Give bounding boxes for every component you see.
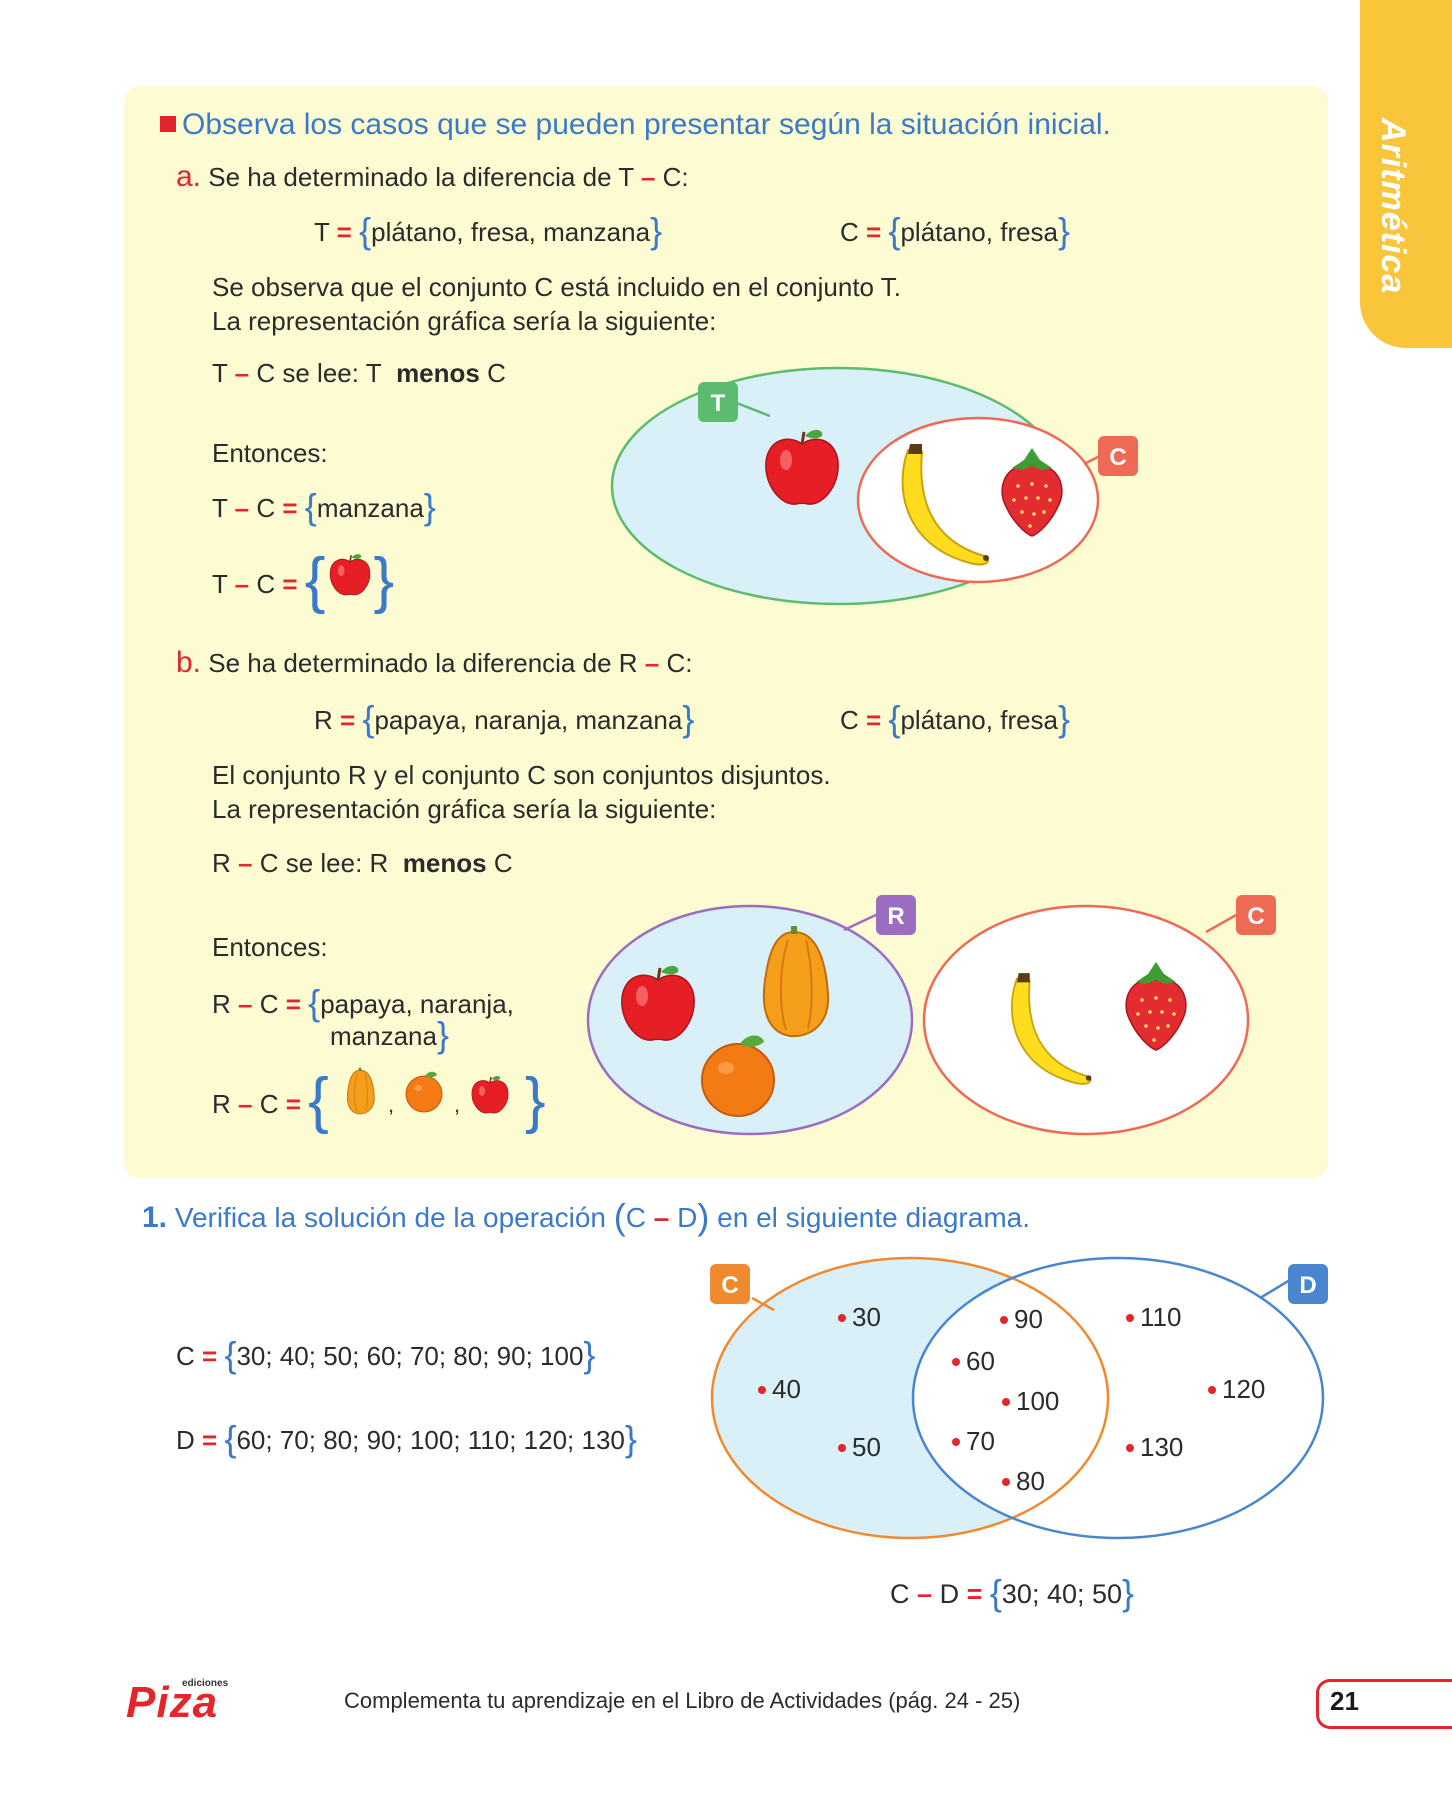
case-b-result-picture: R – C = {} bbox=[212, 1066, 546, 1135]
venn-element-40: 40 bbox=[772, 1374, 801, 1404]
case-a-result-picture: T – C = {} bbox=[212, 546, 395, 615]
diagram-label-r: R bbox=[887, 903, 904, 930]
case-b-observation-2: La representación gráfica sería la sigui… bbox=[212, 794, 717, 824]
venn-dot bbox=[758, 1386, 766, 1394]
venn-element-80: 80 bbox=[1016, 1466, 1045, 1496]
venn-element-100: 100 bbox=[1016, 1386, 1059, 1416]
side-tab-label: Aritmética bbox=[1374, 118, 1412, 295]
venn-dot bbox=[1126, 1314, 1134, 1322]
exercise-set-d: D = {60; 70; 80; 90; 100; 110; 120; 130} bbox=[176, 1418, 637, 1459]
venn-dot bbox=[952, 1438, 960, 1446]
venn-dot bbox=[1000, 1316, 1008, 1324]
venn-dot bbox=[1126, 1444, 1134, 1452]
exercise-result: C – D = {30; 40; 50} bbox=[890, 1572, 1135, 1613]
venn-label-d: D bbox=[1299, 1272, 1316, 1299]
case-b-entonces: Entonces: bbox=[212, 932, 328, 962]
venn-element-110: 110 bbox=[1140, 1302, 1181, 1332]
venn-element-130: 130 bbox=[1140, 1432, 1183, 1462]
venn-dot bbox=[1208, 1386, 1216, 1394]
case-a-letter: a. bbox=[176, 160, 202, 193]
venn-element-120: 120 bbox=[1222, 1374, 1265, 1404]
exercise-1-prompt: 1. Verifica la solución de la operación … bbox=[142, 1196, 1031, 1237]
venn-dot bbox=[838, 1314, 846, 1322]
case-a-reading: T – C se lee: T menos C bbox=[212, 358, 506, 388]
venn-dot bbox=[1002, 1478, 1010, 1486]
case-b-intro: b. Se ha determinado la diferencia de R … bbox=[176, 646, 693, 679]
publisher-logo: Piza bbox=[126, 1678, 219, 1727]
venn-label-c: C bbox=[721, 1272, 738, 1299]
case-a-observation-1: Se observa que el conjunto C está inclui… bbox=[212, 272, 901, 302]
square-bullet-icon bbox=[160, 116, 176, 132]
case-b-reading: R – C se lee: R menos C bbox=[212, 848, 513, 878]
svg-text:,: , bbox=[388, 1092, 394, 1117]
case-b-observation-1: El conjunto R y el conjunto C son conjun… bbox=[212, 760, 831, 790]
papaya-icon bbox=[346, 1067, 375, 1115]
case-b-letter: b. bbox=[176, 646, 202, 679]
apple-icon bbox=[471, 1075, 509, 1114]
set-c-definition-a: C = {plátano, fresa} bbox=[840, 210, 1071, 251]
case-b-result-text-line1: R – C = {papaya, naranja, bbox=[212, 982, 514, 1023]
case-a-entonces: Entonces: bbox=[212, 438, 328, 468]
section-heading: Observa los casos que se pueden presenta… bbox=[160, 110, 1111, 140]
page-number-box bbox=[1316, 1679, 1452, 1729]
diagram-label-t: T bbox=[711, 390, 726, 417]
apple-icon bbox=[329, 553, 371, 596]
case-b-result-text-line2: manzana} bbox=[330, 1014, 449, 1055]
case-a-intro: a. Se ha determinado la diferencia de T … bbox=[176, 160, 689, 193]
venn-dot bbox=[838, 1444, 846, 1452]
page-number: 21 bbox=[1330, 1686, 1359, 1716]
exercise-set-c: C = {30; 40; 50; 60; 70; 80; 90; 100} bbox=[176, 1334, 596, 1375]
venn-element-30: 30 bbox=[852, 1302, 881, 1332]
diagram-label-c-a: C bbox=[1109, 444, 1126, 471]
diagram-label-c-b: C bbox=[1247, 903, 1264, 930]
venn-element-60: 60 bbox=[966, 1346, 995, 1376]
venn-element-70: 70 bbox=[966, 1426, 995, 1456]
set-c-definition-b: C = {plátano, fresa} bbox=[840, 698, 1071, 739]
publisher-logo-sub: ediciones bbox=[182, 1678, 229, 1689]
side-tab bbox=[1360, 0, 1452, 348]
venn-dot bbox=[952, 1358, 960, 1366]
case-a-observation-2: La representación gráfica sería la sigui… bbox=[212, 306, 717, 336]
case-a-result-text: T – C = {manzana} bbox=[212, 486, 436, 527]
venn-element-50: 50 bbox=[852, 1432, 881, 1462]
orange-icon bbox=[405, 1071, 443, 1113]
venn-element-90: 90 bbox=[1014, 1304, 1043, 1334]
venn-dot bbox=[1002, 1398, 1010, 1406]
set-t-definition: T = {plátano, fresa, manzana} bbox=[314, 210, 663, 251]
footer-note: Complementa tu aprendizaje en el Libro d… bbox=[344, 1688, 1021, 1713]
set-r-definition: R = {papaya, naranja, manzana} bbox=[314, 698, 695, 739]
svg-text:,: , bbox=[454, 1092, 460, 1117]
